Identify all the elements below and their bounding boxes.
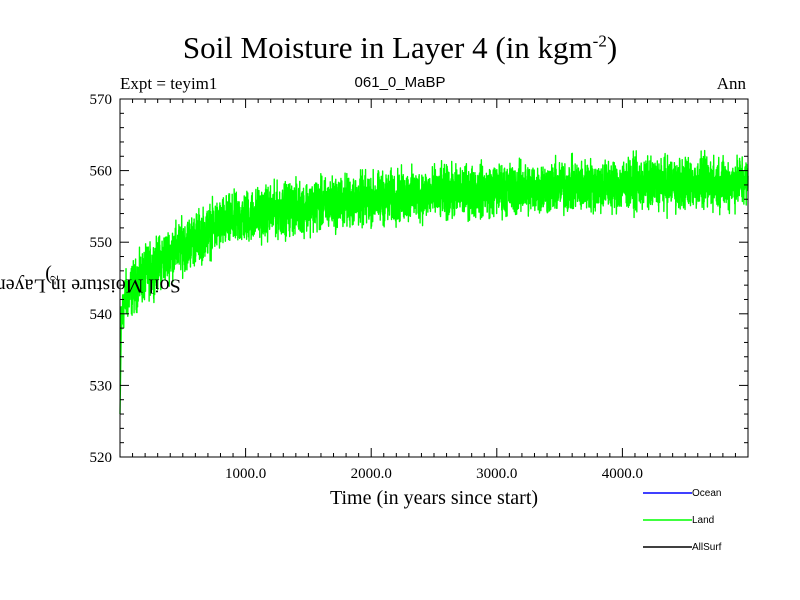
period-label: 061_0_MaBP bbox=[354, 74, 446, 91]
legend-label-allsurf: AllSurf bbox=[692, 542, 722, 553]
y-tick-label: 520 bbox=[90, 450, 113, 466]
chart-title: Soil Moisture in Layer 4 (in kgm-2) bbox=[182, 30, 618, 65]
plot-frame bbox=[119, 98, 749, 458]
x-tick-label: 1000.0 bbox=[225, 466, 266, 482]
legend-label-ocean: Ocean bbox=[692, 488, 722, 499]
x-axis-label: Time (in years since start) bbox=[329, 487, 539, 509]
x-tick-label: 3000.0 bbox=[476, 466, 517, 482]
series-line-land bbox=[119, 149, 749, 415]
season-label: Ann bbox=[716, 74, 746, 93]
chart-title-superscript: -2 bbox=[592, 31, 607, 51]
y-tick-label: 570 bbox=[90, 92, 113, 108]
legend-label-land: Land bbox=[692, 515, 715, 526]
x-tick-label: 4000.0 bbox=[602, 466, 643, 482]
y-tick-label: 540 bbox=[90, 307, 113, 323]
y-tick-label: 530 bbox=[90, 378, 113, 394]
y-tick-label: 560 bbox=[90, 164, 113, 180]
x-tick-label: 2000.0 bbox=[351, 466, 392, 482]
experiment-label: Expt = teyim1 bbox=[120, 74, 218, 93]
y-tick-label: 550 bbox=[90, 235, 113, 251]
